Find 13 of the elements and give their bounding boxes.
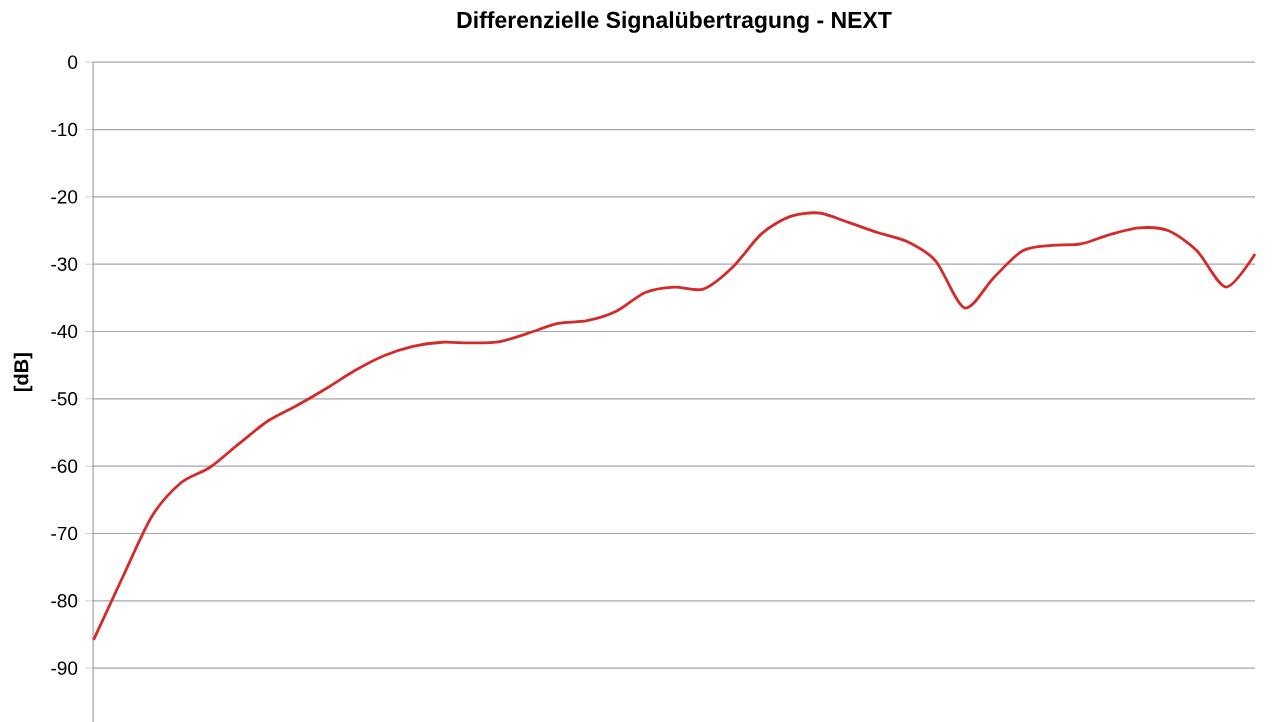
y-tick-label: -30	[51, 257, 78, 271]
y-tick-label: -60	[51, 459, 78, 473]
y-axis-title: [dB]	[13, 353, 33, 392]
y-tick-label: -40	[51, 324, 78, 339]
chart-title: Differenzielle Signalübertragung - NEXT	[457, 11, 892, 33]
y-tick-label: -90	[51, 661, 78, 675]
y-tick-label: -20	[51, 190, 78, 204]
y-tick-label: -10	[51, 122, 78, 137]
y-tick-label: -50	[51, 392, 78, 406]
y-tick-label: -80	[51, 594, 78, 608]
y-tick-label: 0	[68, 55, 78, 69]
y-tick-label: -70	[51, 526, 78, 541]
line-series	[92, 211, 1257, 642]
